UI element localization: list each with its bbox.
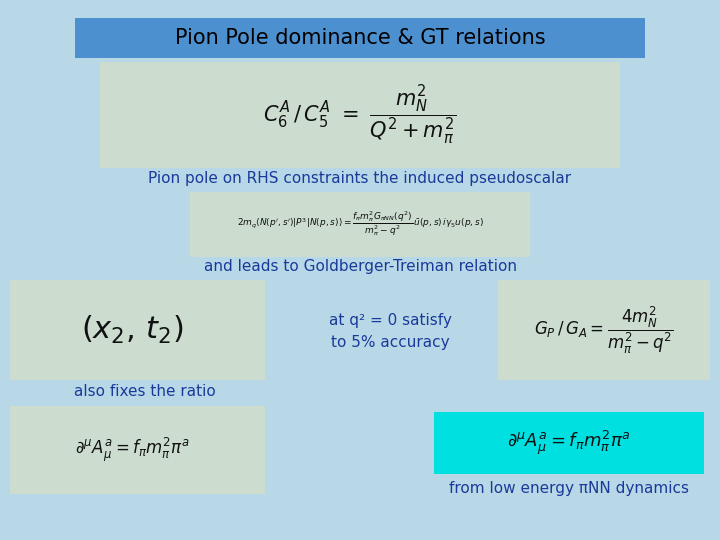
Text: Pion Pole dominance & GT relations: Pion Pole dominance & GT relations <box>175 28 545 48</box>
Text: $(x_2,\, t_2)$: $(x_2,\, t_2)$ <box>81 314 184 346</box>
FancyBboxPatch shape <box>190 192 530 257</box>
Text: $C_6^A \, / \, C_5^A \ = \ \dfrac{m_N^2}{Q^2 + m_\pi^2}$: $C_6^A \, / \, C_5^A \ = \ \dfrac{m_N^2}… <box>264 83 456 147</box>
FancyBboxPatch shape <box>75 18 645 58</box>
FancyBboxPatch shape <box>10 280 265 380</box>
Text: $\partial^\mu A_\mu^a = f_\pi m_\pi^2 \pi^a$: $\partial^\mu A_\mu^a = f_\pi m_\pi^2 \p… <box>507 429 631 457</box>
FancyBboxPatch shape <box>10 406 265 494</box>
Text: $G_P \,/\, G_A = \dfrac{4m_N^2}{m_\pi^2 - q^2}$: $G_P \,/\, G_A = \dfrac{4m_N^2}{m_\pi^2 … <box>534 305 674 356</box>
Text: to 5% accuracy: to 5% accuracy <box>330 335 449 350</box>
Text: and leads to Goldberger-Treiman relation: and leads to Goldberger-Treiman relation <box>204 259 516 273</box>
Text: from low energy πNN dynamics: from low energy πNN dynamics <box>449 481 689 496</box>
Text: $2m_q \langle N(p^{\prime},s^{\prime})| P^3 | N(p,s) \rangle = \dfrac{f_\pi m_\p: $2m_q \langle N(p^{\prime},s^{\prime})| … <box>237 210 483 238</box>
FancyBboxPatch shape <box>434 412 704 474</box>
Text: $\partial^\mu A_\mu^a = f_\pi m_\pi^2 \pi^a$: $\partial^\mu A_\mu^a = f_\pi m_\pi^2 \p… <box>75 436 189 464</box>
FancyBboxPatch shape <box>498 280 710 380</box>
Text: at q² = 0 satisfy: at q² = 0 satisfy <box>328 313 451 327</box>
Text: also fixes the ratio: also fixes the ratio <box>74 384 216 400</box>
FancyBboxPatch shape <box>100 62 620 168</box>
Text: Pion pole on RHS constraints the induced pseudoscalar: Pion pole on RHS constraints the induced… <box>148 171 572 186</box>
